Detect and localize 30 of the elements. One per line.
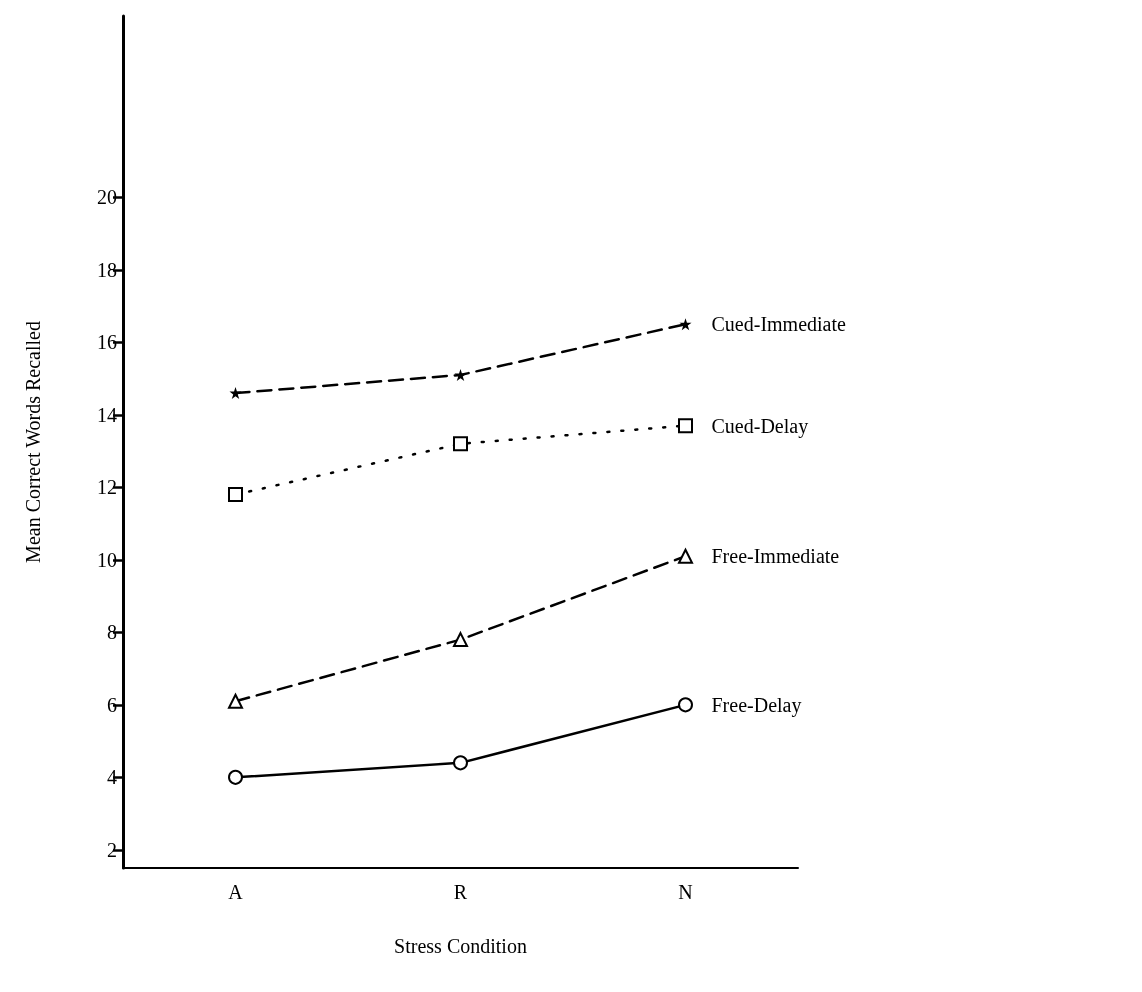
point: [678, 418, 693, 434]
series-label: Free-Immediate: [711, 545, 840, 568]
point: [678, 697, 693, 713]
point: [679, 318, 692, 331]
y-tick-label: 12: [97, 476, 117, 499]
y-tick-label: 20: [97, 186, 117, 209]
y-tick-label: 2: [107, 838, 117, 861]
y-tick-label: 16: [97, 331, 117, 354]
point: [678, 548, 693, 564]
x-axis-title: Stress Condition: [394, 935, 527, 957]
point: [453, 632, 468, 648]
point: [453, 436, 468, 452]
series-label: Cued-Delay: [711, 414, 809, 438]
x-tick-label: R: [453, 881, 468, 903]
series-label: Free-Delay: [711, 693, 802, 717]
point: [453, 755, 468, 771]
point: [228, 487, 243, 503]
point: [228, 769, 243, 785]
y-axis-title: Mean Correct Words Recalled: [22, 321, 44, 563]
series-label: Cued-Immediate: [711, 313, 847, 336]
y-tick-label: 10: [97, 548, 117, 571]
y-tick-label: 6: [107, 693, 117, 716]
x-tick-label: A: [228, 881, 244, 903]
point: [228, 693, 243, 709]
y-tick-label: 14: [97, 403, 117, 426]
y-tick-label: 18: [97, 258, 117, 281]
y-tick-label: 4: [107, 766, 117, 789]
x-tick-label: N: [678, 881, 693, 903]
point: [229, 387, 242, 400]
y-tick-label: 8: [107, 621, 117, 644]
